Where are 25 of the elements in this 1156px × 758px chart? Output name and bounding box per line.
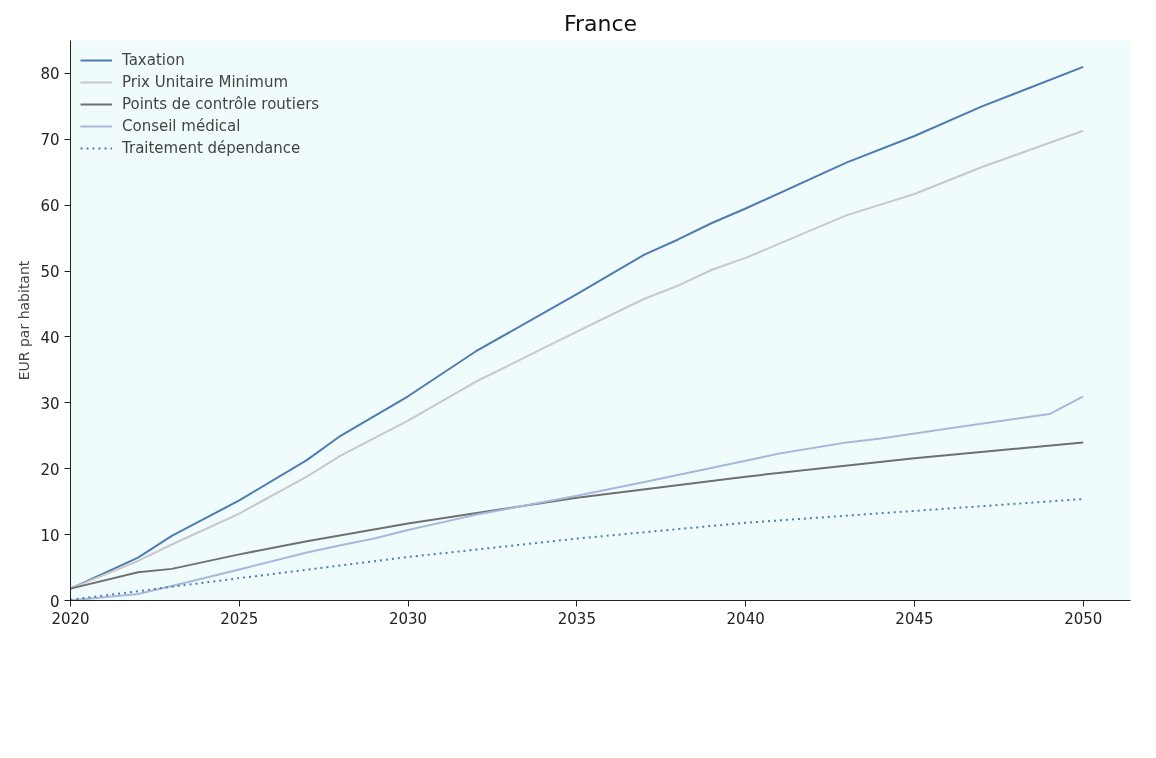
line-series (70, 395, 1085, 601)
legend-label: Prix Unitaire Minimum (122, 73, 289, 91)
x-tick-label: 2045 (895, 609, 934, 628)
y-tick-label: 0 (49, 592, 60, 611)
x-tick-label: 2050 (1064, 609, 1103, 628)
y-axis-title: EUR par habitant (16, 260, 33, 381)
y-tick-label: 50 (40, 263, 60, 282)
y-tick-label: 10 (40, 526, 60, 545)
legend-label: Points de contrôle routiers (122, 95, 320, 113)
y-tick-label: 20 (40, 460, 60, 479)
chart-title: France (563, 10, 638, 36)
x-tick-label: 2030 (388, 609, 428, 628)
x-tick-label: 2035 (557, 609, 596, 628)
y-tick-label: 40 (40, 328, 60, 347)
x-tick-label: 2020 (51, 609, 90, 628)
y-tick-label: 70 (40, 131, 60, 150)
legend-label: Taxation (122, 51, 185, 69)
legend-label: Conseil médical (122, 117, 241, 135)
x-tick-label: 2025 (220, 609, 259, 628)
y-tick-label: 60 (40, 197, 60, 216)
x-tick-label: 2040 (726, 609, 765, 628)
line-series (70, 441, 1085, 590)
y-tick-label: 80 (40, 65, 60, 84)
y-tick-label: 30 (40, 394, 60, 413)
legend-label: Traitement dépendance (122, 139, 301, 157)
